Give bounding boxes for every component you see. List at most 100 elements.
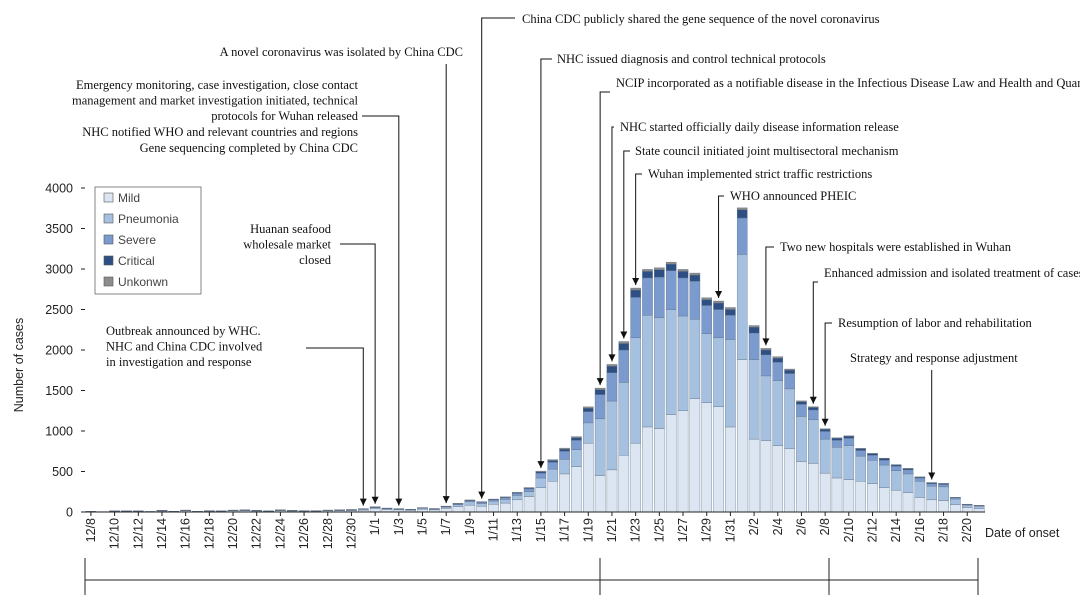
bar-mild-1-18 (571, 466, 582, 513)
bar-critical-1-25 (654, 269, 665, 278)
annotation-leader (540, 58, 552, 469)
y-tick-label: 0 (66, 506, 73, 520)
bar-severe-1-27 (677, 277, 689, 317)
x-tick-label: 12/26 (297, 518, 311, 549)
bar-critical-1-22 (618, 343, 630, 351)
bar-pneumonia-1-23 (630, 337, 641, 444)
bar-pneumonia-2-13 (879, 464, 890, 488)
annotation-text: NHC started officially daily disease inf… (620, 120, 899, 134)
bar-unkonwn-1-18 (571, 436, 582, 439)
bar-mild-1-7 (440, 508, 452, 513)
x-tick-label: 1/1 (368, 518, 382, 535)
bar-severe-1-21 (606, 372, 618, 402)
bar-mild-2-19 (950, 504, 961, 513)
y-tick-label: 2000 (45, 344, 73, 358)
x-tick-label: 1/7 (439, 518, 453, 535)
bar-critical-2-14 (890, 464, 902, 467)
bar-severe-1-19 (583, 411, 594, 424)
annotation-text: Strategy and response adjustment (850, 351, 1018, 365)
annotation-text: Outbreak announced by WHC. (106, 324, 261, 338)
bar-severe-2-10 (843, 438, 855, 446)
legend-swatch-severe (103, 234, 114, 245)
annotation-text: NHC notified WHO and relevant countries … (82, 125, 358, 139)
bar-critical-2-5 (784, 370, 795, 374)
x-tick-label: 2/18 (937, 518, 951, 542)
bar-critical-1-17 (559, 449, 570, 452)
bar-mild-1-22 (618, 455, 630, 513)
annotation-text: protocols for Wuhan released (211, 109, 359, 123)
annotation-leader (611, 126, 614, 362)
annotation-leader (824, 322, 832, 426)
x-tick-label: 12/8 (84, 518, 98, 542)
bar-unkonwn-2-8 (819, 428, 831, 430)
x-tick-label: 1/17 (558, 518, 572, 542)
bar-severe-1-13 (511, 493, 523, 496)
bar-unkonwn-1-15 (535, 470, 547, 473)
bar-unkonwn-1-16 (547, 459, 559, 461)
x-tick-label: 1/11 (487, 518, 501, 541)
bars-layer (85, 207, 985, 513)
arrowhead (442, 496, 450, 504)
annotation-text: China CDC publicly shared the gene seque… (522, 12, 880, 26)
annotation-leader (306, 347, 364, 506)
annotation-text: Enhanced admission and isolated treatmen… (824, 266, 1080, 280)
bar-severe-2-3 (760, 354, 772, 377)
bar-severe-1-11 (488, 499, 499, 502)
bar-severe-2-12 (867, 455, 878, 461)
bar-mild-2-9 (831, 477, 843, 513)
arrowhead (371, 496, 379, 504)
y-tick-label: 3500 (45, 222, 73, 236)
y-axis-title: Number of cases (12, 318, 26, 412)
legend-label-pneumonia: Pneumonia (118, 212, 179, 226)
y-tick-label: 500 (52, 465, 73, 479)
bar-mild-1-27 (677, 410, 689, 513)
bar-pneumonia-1-30 (713, 337, 724, 407)
bar-critical-1-24 (642, 271, 653, 279)
x-tick-label: 12/16 (179, 518, 193, 549)
bar-severe-2-16 (914, 477, 926, 482)
annotation-text: Huanan seafood (250, 222, 332, 236)
bar-mild-1-15 (535, 487, 547, 513)
x-tick-label: 1/29 (700, 518, 714, 542)
bar-pneumonia-2-11 (855, 455, 866, 482)
bar-pneumonia-1-7 (440, 506, 452, 509)
x-tick-label: 2/2 (747, 518, 761, 535)
bar-severe-1-18 (571, 440, 582, 450)
x-tick-label: 12/12 (131, 518, 145, 549)
bar-mild-2-8 (819, 472, 831, 513)
arrowhead (608, 354, 616, 362)
bar-pneumonia-1-19 (583, 422, 594, 444)
x-tick-label: 12/22 (250, 518, 264, 549)
bar-mild-1-10 (476, 506, 487, 513)
bar-pneumonia-1-22 (618, 382, 630, 456)
bar-unkonwn-2-7 (808, 406, 819, 408)
arrowhead (715, 290, 723, 298)
legend-swatch-unkonwn (103, 276, 114, 287)
bar-severe-1-17 (559, 451, 570, 460)
bar-pneumonia-2-2 (748, 359, 760, 440)
arrowhead (478, 491, 486, 499)
bar-pneumonia-2-20 (961, 504, 973, 508)
bar-critical-2-2 (748, 327, 760, 334)
bar-pneumonia-2-12 (867, 459, 878, 484)
bar-mild-1-21 (606, 469, 618, 513)
bar-critical-2-8 (819, 429, 831, 432)
annotation-leader (362, 115, 400, 506)
bar-unkonwn-2-1 (736, 207, 748, 211)
bar-pneumonia-2-14 (890, 470, 902, 491)
bar-pneumonia-2-5 (784, 388, 795, 449)
x-tick-label: 1/15 (534, 518, 548, 542)
bar-pneumonia-1-21 (606, 400, 618, 471)
bar-mild-1-25 (654, 428, 665, 513)
x-tick-label: 1/3 (392, 518, 406, 535)
bar-severe-2-6 (796, 404, 807, 417)
bar-severe-2-15 (902, 469, 914, 475)
x-tick-label: 2/8 (818, 518, 832, 535)
bar-pneumonia-2-3 (760, 375, 772, 441)
annotation-text: closed (299, 253, 332, 267)
bar-critical-2-15 (902, 468, 914, 471)
bar-mild-1-24 (642, 426, 653, 513)
bar-unkonwn-1-17 (559, 447, 570, 450)
bar-unkonwn-1-20 (594, 387, 606, 390)
